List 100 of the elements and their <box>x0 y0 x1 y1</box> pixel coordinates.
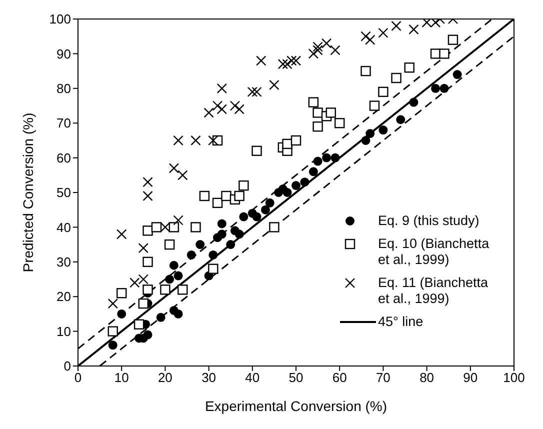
point <box>164 239 175 250</box>
point <box>138 242 148 254</box>
point <box>130 278 140 288</box>
point <box>173 215 184 226</box>
point <box>217 230 226 239</box>
x-tick-label: 70 <box>376 370 390 386</box>
point <box>440 84 449 93</box>
point <box>208 250 218 260</box>
point <box>204 108 214 118</box>
point <box>156 312 166 322</box>
point <box>173 135 184 146</box>
point <box>256 56 266 66</box>
point <box>360 31 371 42</box>
point <box>330 153 340 162</box>
point <box>151 222 162 232</box>
point <box>196 240 205 250</box>
point <box>361 136 370 145</box>
point <box>452 70 462 80</box>
point <box>431 84 440 93</box>
point <box>290 135 302 146</box>
legend-label: Eq. 10 (Bianchetta et al., 1999) <box>378 236 490 268</box>
point <box>252 86 262 97</box>
x-tick-label: 0 <box>74 370 82 386</box>
point <box>199 190 210 202</box>
point <box>391 72 402 84</box>
point <box>216 83 227 94</box>
legend-label: Eq. 11 (Bianchetta et al., 1999) <box>378 275 490 307</box>
point <box>448 34 458 45</box>
y-tick-label: 20 <box>56 289 71 304</box>
point <box>378 126 388 135</box>
point <box>212 100 223 111</box>
y-tick-label: 40 <box>56 220 71 235</box>
point <box>190 222 201 232</box>
point <box>238 180 249 191</box>
point <box>174 309 183 318</box>
point <box>108 326 118 336</box>
point <box>108 340 118 350</box>
y-tick-label: 90 <box>56 46 71 62</box>
point <box>391 20 402 32</box>
point <box>312 42 323 52</box>
point <box>247 86 258 97</box>
point <box>174 271 183 280</box>
y-tick-label: 100 <box>49 12 71 27</box>
point <box>312 45 323 56</box>
point <box>116 288 127 298</box>
y-tick-label: 10 <box>56 324 71 339</box>
point <box>178 284 188 295</box>
point <box>142 176 153 188</box>
point <box>160 284 170 295</box>
point <box>212 198 223 208</box>
point <box>143 330 152 340</box>
y-tick-label: 70 <box>56 116 71 131</box>
point <box>300 178 310 187</box>
point <box>226 240 236 250</box>
point <box>230 100 240 111</box>
point <box>217 219 226 228</box>
point <box>142 226 153 236</box>
legend-label: Eq. 9 (this study) <box>378 213 480 229</box>
point <box>334 118 345 128</box>
point <box>378 28 388 38</box>
point <box>321 38 332 48</box>
point <box>142 190 153 202</box>
point <box>265 198 274 208</box>
point <box>221 190 232 202</box>
x-tick-label: 90 <box>463 370 478 386</box>
point <box>408 24 419 35</box>
point <box>308 97 319 108</box>
x-tick-label: 100 <box>503 370 525 386</box>
point <box>260 205 270 214</box>
point <box>278 59 288 70</box>
point <box>116 229 127 240</box>
point <box>290 56 302 66</box>
point <box>234 190 244 202</box>
point <box>169 260 178 270</box>
point <box>138 274 148 284</box>
point <box>360 66 371 76</box>
point <box>308 48 319 59</box>
point <box>322 153 332 162</box>
point <box>165 274 174 284</box>
point <box>234 230 244 239</box>
point <box>142 256 153 267</box>
point <box>326 108 336 118</box>
point <box>138 298 148 309</box>
point <box>269 80 280 90</box>
point <box>252 212 262 222</box>
point <box>178 170 188 180</box>
point <box>134 319 144 330</box>
point <box>404 62 414 73</box>
point <box>160 222 170 232</box>
x-tick-label: 50 <box>288 370 304 386</box>
point <box>252 146 262 156</box>
x-tick-label: 10 <box>114 370 129 386</box>
x-tick-label: 80 <box>420 370 434 386</box>
point <box>282 59 292 70</box>
point <box>308 167 318 176</box>
point <box>234 104 244 114</box>
point <box>269 222 280 232</box>
y-tick-label: 80 <box>56 81 71 96</box>
point <box>313 156 322 166</box>
point <box>190 135 201 146</box>
